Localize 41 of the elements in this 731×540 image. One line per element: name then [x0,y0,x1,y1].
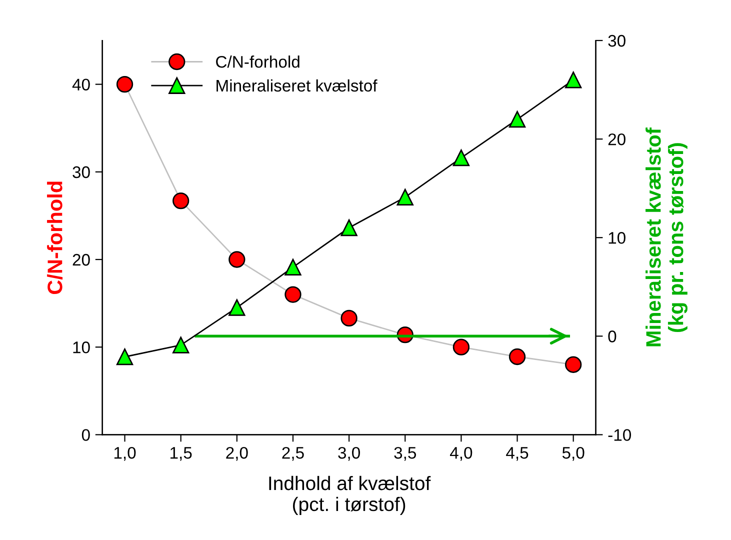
y-tick-label: 30 [72,166,90,178]
y2-tick-label: 30 [608,34,626,47]
point [228,251,246,268]
point [228,299,246,316]
point [340,219,358,236]
point [116,76,134,93]
point [565,356,582,373]
y2-tick-label: 0 [608,330,616,342]
x-tick-label: 3,0 [338,446,360,461]
x-tick-label: 4,5 [506,447,528,461]
x-tick-label: 1,0 [114,446,136,461]
y-axis-title: C/N-forhold [47,182,63,294]
point [452,338,470,356]
y-tick-label: 10 [73,342,90,354]
y2-tick-label: -10 [608,429,632,441]
y-tick-label: 20 [72,254,90,266]
point [508,348,526,366]
point [565,72,582,88]
y-tick-label: 0 [82,429,90,441]
legend-label: Mineraliseret kvælstof [216,79,378,92]
y2-axis-title: Mineraliseret kvælstof (kg pr. tons tørstof) [646,128,688,346]
x-tick-label: 4,0 [450,446,472,461]
point [116,348,134,366]
point [284,258,302,276]
point [284,286,302,303]
x-tick-label: 3,5 [394,446,416,461]
legend-label: C/N-forhold [216,56,300,68]
point [508,111,526,128]
y2-tick-label: 10 [608,232,626,244]
x-tick-label: 2,0 [226,446,248,461]
x-tick-label: 2,5 [282,446,304,461]
x-tick-label: 1,5 [170,447,192,461]
point [172,336,190,354]
y2-tick-label: 20 [608,133,626,146]
point [452,149,470,166]
point [172,192,190,210]
point [340,310,358,327]
x-tick-label: 5,0 [562,446,584,461]
x-axis-title: Indhold af kvælstof (pct. i tørstof) [269,476,431,515]
point [396,188,414,206]
y-tick-label: 40 [72,78,90,91]
